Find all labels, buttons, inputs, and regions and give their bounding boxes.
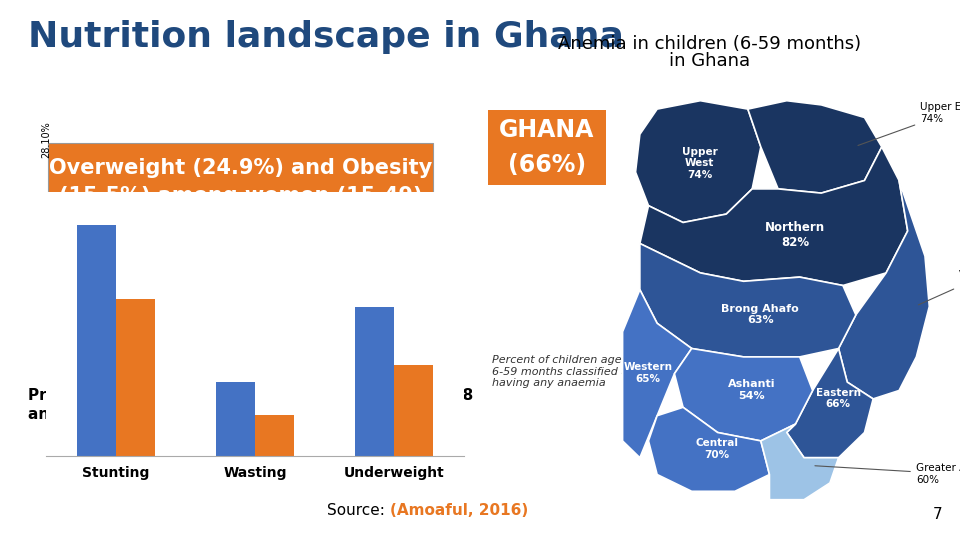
- Text: Western
65%: Western 65%: [623, 362, 673, 384]
- Bar: [77, 225, 115, 456]
- Text: (Amoaful, 2016): (Amoaful, 2016): [390, 503, 528, 518]
- Text: Volta
70%: Volta 70%: [919, 270, 960, 305]
- Text: Upper East
74%: Upper East 74%: [858, 102, 960, 145]
- Bar: [216, 382, 255, 456]
- Text: (Source: Ecker and van Asselt, 2017): (Source: Ecker and van Asselt, 2017): [105, 311, 376, 326]
- Text: 28.10%: 28.10%: [41, 122, 51, 158]
- Text: and 2014: and 2014: [28, 407, 108, 422]
- Text: 7: 7: [932, 507, 942, 522]
- Bar: [115, 299, 155, 456]
- FancyBboxPatch shape: [48, 143, 433, 348]
- FancyBboxPatch shape: [488, 110, 606, 185]
- Text: Brong Ahafo
63%: Brong Ahafo 63%: [722, 303, 799, 325]
- Text: Source:: Source:: [327, 503, 390, 518]
- Text: Central
70%: Central 70%: [696, 438, 738, 460]
- Text: (66%): (66%): [508, 153, 586, 177]
- Bar: [394, 366, 433, 456]
- Text: Overweight (24.9%) and Obesity
(15.5%) among women (15-49)
years in 2014: Overweight (24.9%) and Obesity (15.5%) a…: [49, 158, 432, 234]
- Text: Northern
82%: Northern 82%: [765, 221, 825, 248]
- Bar: [355, 307, 394, 456]
- Text: Nutrition landscape in Ghana: Nutrition landscape in Ghana: [28, 20, 624, 54]
- Text: Anemia in children (6-59 months): Anemia in children (6-59 months): [559, 35, 861, 53]
- Text: Greater Accra
60%: Greater Accra 60%: [815, 463, 960, 485]
- Bar: [255, 415, 294, 456]
- Text: Percent of children age
6-59 months classified as
having any anaemia: Percent of children age 6-59 months clas…: [492, 355, 634, 388]
- Text: Prevalence of child undernutrition in Ghana in 2008: Prevalence of child undernutrition in Gh…: [28, 388, 473, 403]
- Text: Ashanti
54%: Ashanti 54%: [728, 379, 776, 401]
- Text: in Ghana: in Ghana: [669, 52, 751, 70]
- Text: GHANA: GHANA: [499, 118, 594, 142]
- Text: Eastern
66%: Eastern 66%: [816, 388, 860, 409]
- Text: Upper
West
74%: Upper West 74%: [682, 146, 718, 180]
